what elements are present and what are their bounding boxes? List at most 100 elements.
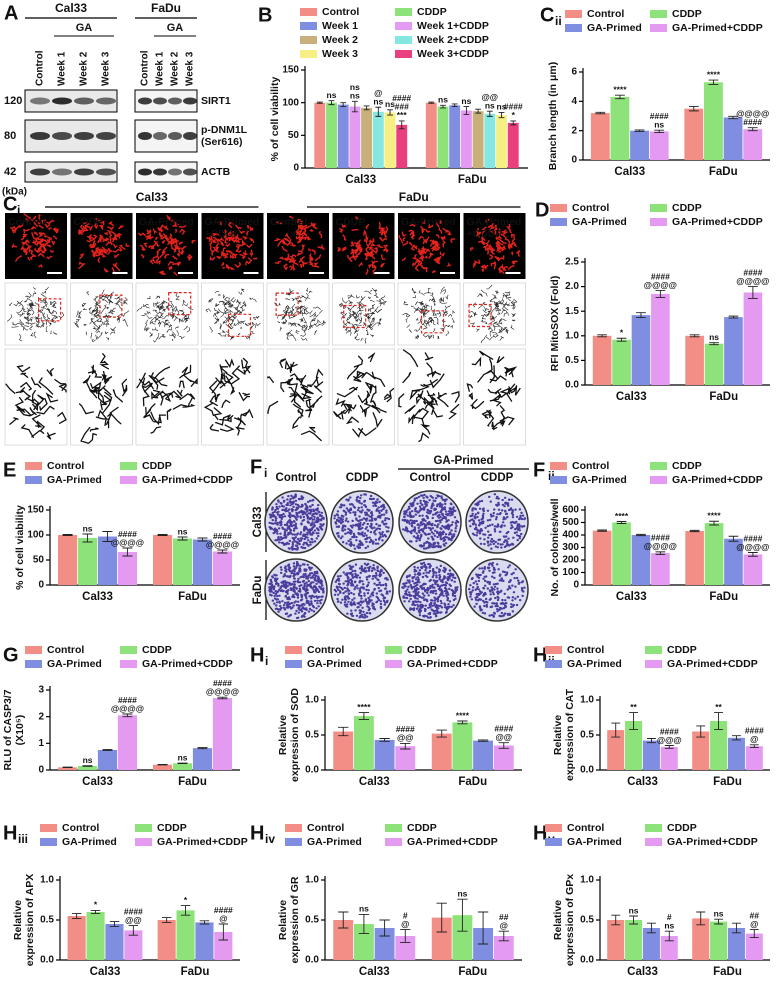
error-bar bbox=[616, 337, 627, 342]
significance-label: @@@ bbox=[657, 735, 682, 745]
significance-label: ## bbox=[499, 912, 509, 922]
y-tick-label: 0.0 bbox=[580, 955, 594, 966]
significance-label: #### bbox=[743, 267, 762, 277]
image-texture bbox=[398, 219, 456, 274]
y-axis-label: % of cell viability bbox=[269, 77, 281, 162]
error-bar bbox=[714, 918, 724, 925]
legend-swatch bbox=[395, 50, 412, 58]
blot-band bbox=[52, 97, 72, 105]
error-bar bbox=[611, 722, 621, 738]
y-tick-label: 1.0 bbox=[305, 695, 319, 706]
legend-label: GA-Primed+CDDP bbox=[672, 22, 763, 34]
legend-swatch bbox=[25, 646, 42, 654]
blot-band bbox=[168, 168, 182, 176]
error-bar bbox=[655, 551, 666, 555]
legend-swatch bbox=[650, 462, 667, 470]
x-tick-label: Cal33 bbox=[627, 776, 658, 788]
x-tick-label: FaDu bbox=[458, 174, 487, 186]
x-tick-label: Cal33 bbox=[82, 591, 113, 603]
panel-label: C bbox=[540, 4, 554, 26]
image-label: +CDDP bbox=[467, 228, 503, 240]
error-bar bbox=[180, 905, 191, 916]
significance-label: ns bbox=[709, 332, 719, 342]
blot-band bbox=[183, 97, 197, 105]
legend-label: Week 1+CDDP bbox=[417, 20, 489, 32]
image-texture bbox=[138, 215, 197, 276]
significance-label: @@@@ bbox=[111, 537, 144, 547]
significance-label: #### bbox=[214, 905, 233, 915]
significance-label: **** bbox=[357, 702, 371, 712]
subgroup-label: GA bbox=[167, 22, 184, 34]
legend-swatch bbox=[645, 824, 662, 832]
significance-label: ns bbox=[373, 96, 383, 106]
legend-swatch bbox=[25, 476, 42, 484]
error-bar bbox=[728, 115, 738, 120]
y-tick-label: 2 bbox=[571, 125, 577, 136]
legend-label: GA-Primed bbox=[62, 836, 117, 848]
image-texture bbox=[78, 353, 128, 444]
error-bar bbox=[199, 920, 210, 925]
y-axis-label: RLU of CASP3/7 bbox=[2, 689, 14, 770]
error-bar bbox=[375, 106, 382, 117]
error-bar bbox=[90, 909, 101, 915]
marker-label: 42 bbox=[4, 166, 16, 178]
error-bar bbox=[109, 921, 120, 927]
error-bar bbox=[217, 696, 228, 700]
error-bar bbox=[475, 108, 482, 114]
error-bar bbox=[748, 286, 758, 299]
significance-label: ns bbox=[178, 526, 188, 536]
significance-label: ns bbox=[714, 908, 724, 918]
y-axis-label: Relative bbox=[277, 715, 289, 755]
legend-label: Control bbox=[47, 460, 84, 472]
significance-label: ns bbox=[461, 96, 471, 106]
row-label: FaDu bbox=[252, 576, 264, 605]
error-bar bbox=[82, 533, 93, 543]
error-bar bbox=[595, 111, 606, 115]
y-tick-label: 150 bbox=[282, 65, 299, 76]
x-tick-label: FaDu bbox=[713, 966, 742, 978]
panel-label: F bbox=[250, 456, 262, 478]
bar bbox=[157, 920, 176, 960]
error-bar bbox=[597, 529, 607, 532]
error-bar bbox=[358, 712, 370, 721]
y-tick-label: 200 bbox=[562, 555, 579, 566]
legend-label: CDDP bbox=[407, 822, 437, 834]
panel-label: H bbox=[250, 644, 264, 666]
error-bar bbox=[731, 735, 741, 741]
bar bbox=[612, 339, 631, 385]
bar bbox=[472, 111, 484, 168]
significance-label: ### bbox=[395, 102, 409, 112]
column-label: Control bbox=[276, 472, 317, 484]
x-tick-label: Cal33 bbox=[82, 776, 113, 788]
y-tick-label: 0 bbox=[293, 163, 299, 174]
legend-swatch bbox=[300, 22, 317, 30]
error-bar bbox=[629, 915, 639, 925]
y-axis-label: expression of SOD bbox=[289, 688, 301, 782]
bar bbox=[77, 766, 98, 770]
lane-label: Week 1 bbox=[155, 51, 166, 86]
bar bbox=[117, 715, 137, 770]
x-tick-label: Cal33 bbox=[616, 391, 647, 403]
group-label: FaDu bbox=[151, 1, 181, 15]
colony-dots bbox=[401, 493, 460, 550]
image-texture bbox=[9, 213, 60, 268]
image-zoom bbox=[266, 348, 330, 446]
protein-label: (Ser616) bbox=[201, 136, 242, 148]
legend-label: GA-Primed bbox=[567, 658, 622, 670]
legend-swatch bbox=[120, 660, 137, 668]
bar bbox=[374, 739, 395, 770]
bar bbox=[710, 721, 728, 770]
legend-label: GA-Primed bbox=[47, 474, 102, 486]
zoom-box bbox=[38, 298, 62, 322]
bar bbox=[724, 538, 743, 585]
legend-swatch bbox=[565, 24, 582, 32]
bar bbox=[642, 928, 660, 960]
image-label: Control bbox=[8, 216, 45, 228]
legend-label: GA-Primed bbox=[307, 836, 362, 848]
error-bar bbox=[340, 102, 347, 108]
y-tick-label: 3 bbox=[38, 685, 44, 696]
legend-label: CDDP bbox=[672, 460, 702, 472]
error-bar bbox=[616, 521, 627, 524]
blot-band bbox=[153, 132, 167, 140]
dish bbox=[330, 490, 394, 554]
